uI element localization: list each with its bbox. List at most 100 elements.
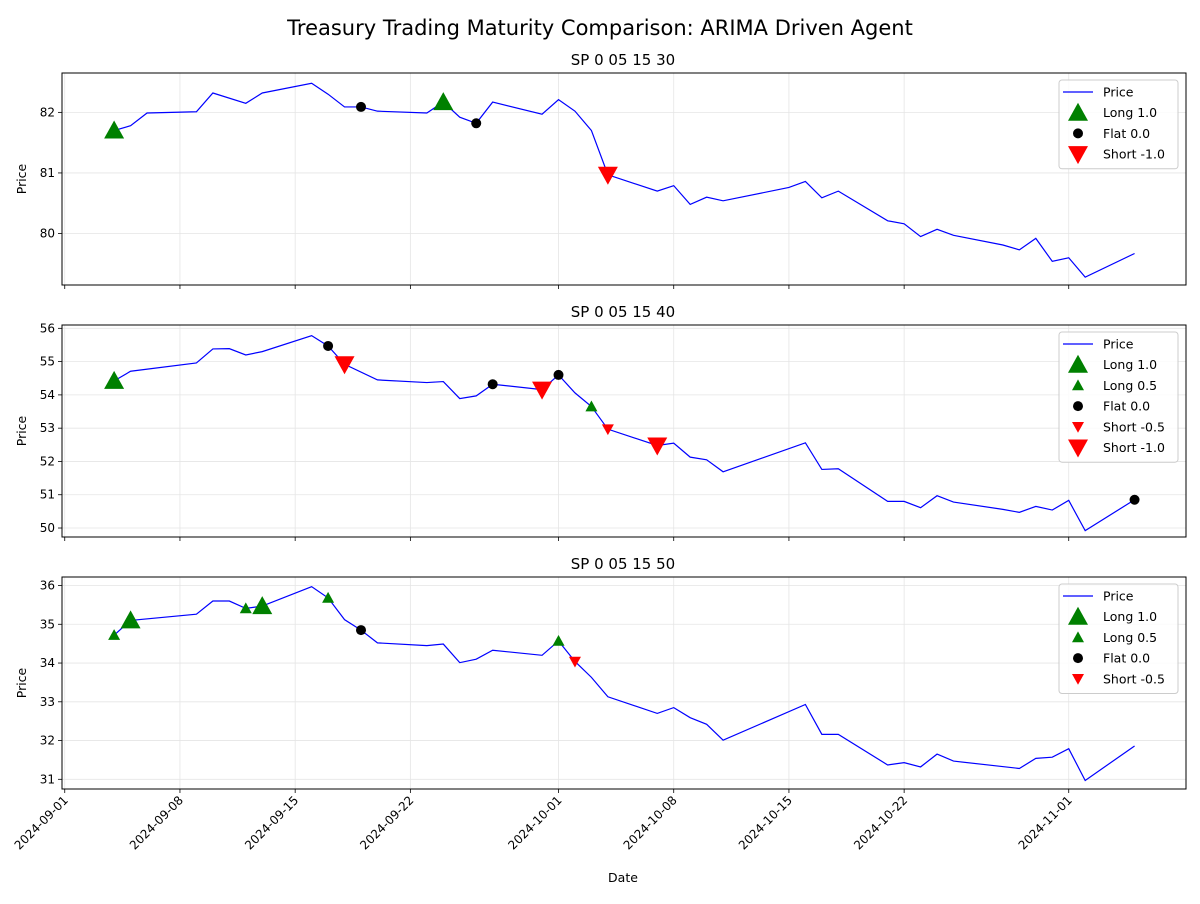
x-tick-labels: 2024-09-01 2024-09-08 2024-09-15 2024-09-22…: [12, 793, 1075, 852]
signal-marker-flat-0-0: [1129, 494, 1140, 505]
x-tick-label: 2024-10-01: [505, 793, 564, 852]
y-tick-label: 56: [40, 321, 55, 335]
subplot-title: SP 0 05 15 50: [571, 555, 675, 573]
x-tick-label: 2024-09-08: [127, 793, 186, 852]
legend-entry-label: Short -0.5: [1103, 419, 1165, 434]
signal-marker-flat-0-0: [487, 379, 498, 390]
legend: Price Long 1.0 Long 0.5 Flat 0.0 Short -0.5: [1058, 583, 1179, 694]
signal-marker-long-0-5: [322, 591, 335, 603]
signal-marker-long-1-0: [120, 610, 141, 629]
x-tick-label: 2024-10-08: [621, 793, 680, 852]
grid: [62, 73, 1186, 285]
legend-entry-label: Short -0.5: [1103, 671, 1165, 686]
legend-long-0-5-handle: [1072, 631, 1084, 643]
y-tick-label: 35: [40, 617, 55, 631]
legend-entry-label: Flat 0.0: [1103, 126, 1150, 141]
legend-long-1-0-handle: [1068, 102, 1088, 121]
legend-box: [1058, 79, 1179, 170]
y-tick-label: 34: [40, 656, 55, 670]
signal-marker-short-0-5: [568, 656, 581, 668]
signal-marker-flat-0-0: [471, 118, 482, 129]
signal-marker-long-0-5: [239, 602, 252, 614]
legend-entry-label: Price: [1103, 85, 1134, 100]
legend-short-1-0-handle: [1068, 439, 1088, 458]
legend-entry-label: Price: [1103, 589, 1134, 604]
legend: Price Long 1.0 Long 0.5 Flat 0.0 Short -0.5 S…: [1058, 331, 1179, 463]
y-tick-label: 51: [40, 488, 55, 502]
legend-entry-label: Price: [1103, 337, 1134, 352]
legend-long-1-0-handle: [1068, 606, 1088, 625]
grid: [62, 577, 1186, 789]
subplot-3: 31 32 33 34 35 36 SP 0 05 15 50 Price Price Long …: [14, 555, 1187, 793]
signal-marker-flat-0-0: [553, 369, 564, 380]
y-tick-label: 36: [40, 579, 55, 593]
price-line: [113, 334, 1135, 532]
legend-entry-label: Short -1.0: [1103, 440, 1165, 455]
legend-long-1-0-handle: [1068, 354, 1088, 373]
y-tick-label: 50: [40, 521, 55, 535]
signal-marker-long-1-0: [252, 596, 273, 615]
signal-marker-long-1-0: [433, 92, 454, 111]
signal-marker-flat-0-0: [356, 625, 367, 636]
price-line: [113, 586, 1135, 782]
signal-marker-short-1-0: [597, 166, 618, 185]
x-tick-label: 2024-09-22: [357, 793, 416, 852]
subplot-1: 80 81 82 SP 0 05 15 30 Price Price Long 1.0 Fla…: [14, 51, 1187, 289]
signal-marker-short-1-0: [647, 437, 668, 456]
y-tick-label: 53: [40, 421, 55, 435]
signal-marker-long-1-0: [104, 370, 125, 389]
axes-frame: [61, 576, 1187, 790]
axes-frame: [61, 72, 1187, 286]
legend-short-0-5-handle: [1072, 674, 1084, 685]
legend-flat-0-0-handle: [1073, 128, 1083, 139]
subplot-title: SP 0 05 15 40: [571, 303, 675, 321]
axes-frame: [61, 324, 1187, 538]
x-tick-label: 2024-09-15: [242, 793, 301, 852]
legend-entry-label: Long 0.5: [1103, 630, 1157, 645]
y-tick-label: 54: [40, 388, 55, 402]
signal-marker-short-0-5: [601, 424, 614, 436]
signal-marker-long-0-5: [108, 629, 121, 640]
subplot-title: SP 0 05 15 30: [571, 51, 675, 69]
legend-flat-0-0-handle: [1073, 653, 1083, 664]
legend-entry-label: Long 1.0: [1103, 609, 1157, 624]
legend-box: [1058, 331, 1179, 463]
legend-flat-0-0-handle: [1073, 401, 1083, 412]
x-tick-label: 2024-10-15: [736, 793, 795, 852]
signal-marker-long-0-5: [585, 400, 598, 412]
grid: [62, 325, 1186, 537]
legend-short-0-5-handle: [1072, 422, 1084, 433]
x-tick-label: 2024-11-01: [1016, 793, 1075, 852]
y-tick-label: 31: [40, 772, 55, 786]
signal-marker-flat-0-0: [323, 340, 334, 351]
signal-marker-long-0-5: [552, 634, 565, 646]
legend-entry-label: Long 1.0: [1103, 105, 1157, 120]
legend-long-0-5-handle: [1072, 379, 1084, 391]
signal-marker-flat-0-0: [356, 101, 367, 112]
signal-marker-short-1-0: [334, 356, 355, 375]
y-tick-label: 80: [40, 227, 55, 241]
y-tick-label: 33: [40, 695, 55, 709]
x-tick-label: 2024-10-22: [851, 793, 910, 852]
y-tick-label: 55: [40, 355, 55, 369]
signal-marker-short-1-0: [532, 381, 553, 400]
y-axis-label: Price: [14, 667, 29, 698]
legend-short-1-0-handle: [1068, 146, 1088, 165]
figure-title: Treasury Trading Maturity Comparison: AR…: [286, 16, 913, 40]
legend-entry-label: Long 0.5: [1103, 378, 1157, 393]
y-axis-label: Price: [14, 163, 29, 194]
subplot-panels: 80 81 82 SP 0 05 15 30 Price Price Long 1.0 Fla…: [14, 51, 1187, 793]
legend-entry-label: Flat 0.0: [1103, 399, 1150, 414]
legend-entry-label: Long 1.0: [1103, 357, 1157, 372]
legend: Price Long 1.0 Flat 0.0 Short -1.0: [1058, 79, 1179, 170]
legend-box: [1058, 583, 1179, 694]
signal-marker-long-1-0: [104, 120, 125, 139]
y-tick-label: 52: [40, 454, 55, 468]
y-axis-label: Price: [14, 415, 29, 446]
y-tick-label: 81: [40, 166, 55, 180]
y-tick-label: 32: [40, 734, 55, 748]
legend-entry-label: Flat 0.0: [1103, 651, 1150, 666]
legend-entry-label: Short -1.0: [1103, 147, 1165, 162]
x-tick-label: 2024-09-01: [12, 793, 71, 852]
